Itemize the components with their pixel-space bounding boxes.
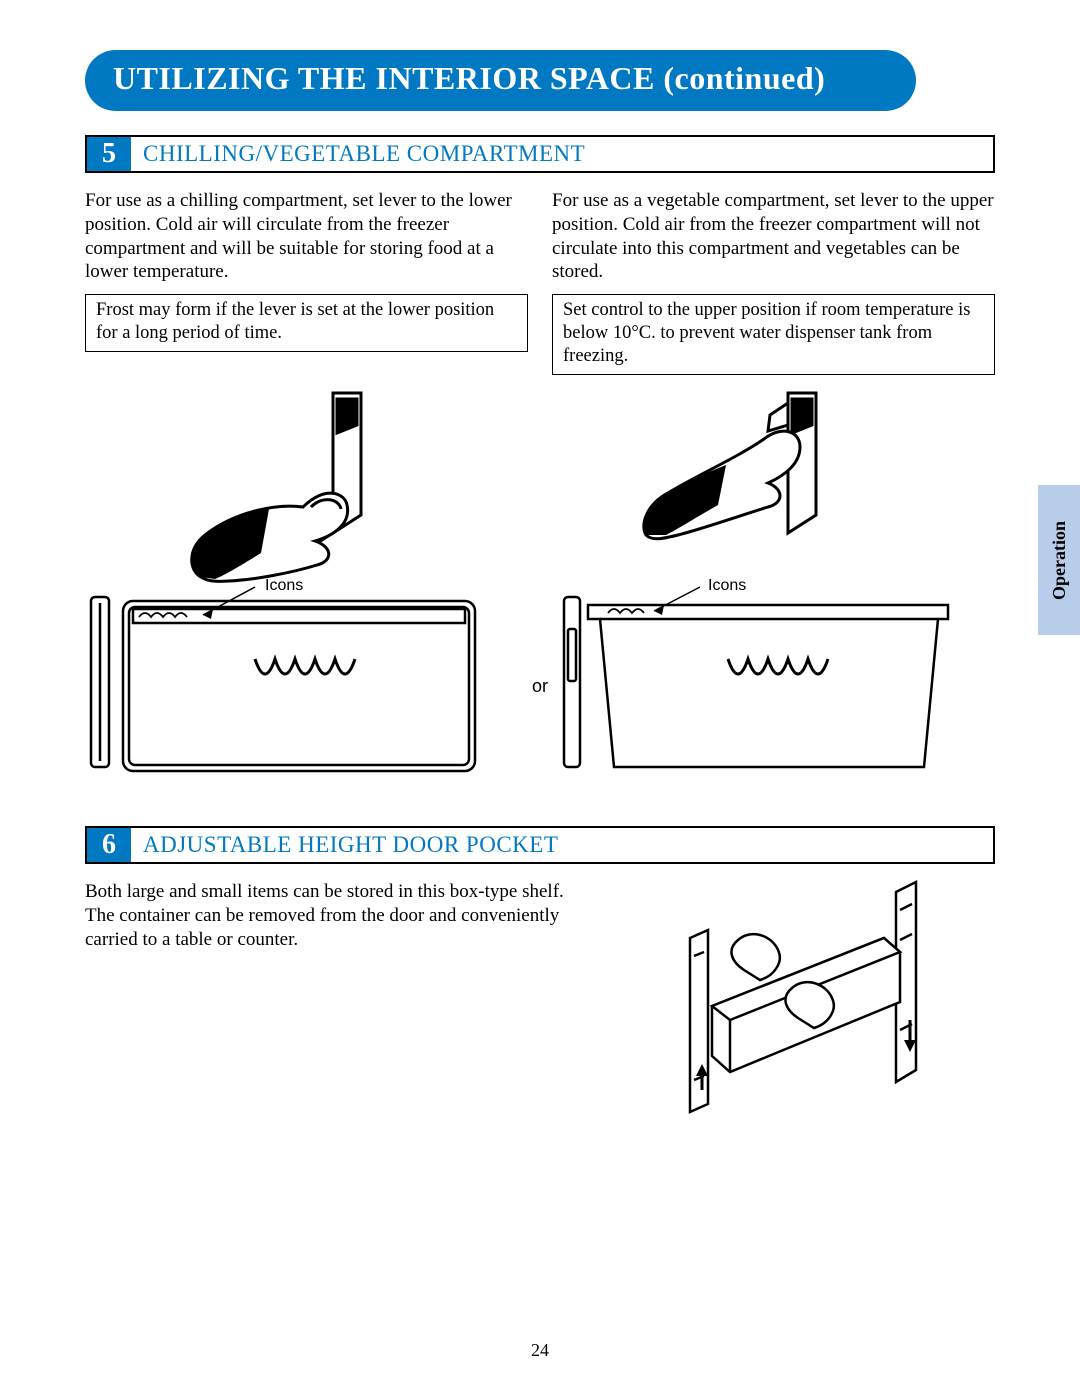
page-banner: UTILIZING THE INTERIOR SPACE (continued) <box>85 50 916 111</box>
lever-down-illustration <box>85 385 540 585</box>
section-6-header: 6 ADJUSTABLE HEIGHT DOOR POCKET <box>85 826 995 864</box>
section-5-right-note: Set control to the upper position if roo… <box>552 294 995 375</box>
side-tab-label: Operation <box>1049 521 1070 600</box>
section-5-title: CHILLING/VEGETABLE COMPARTMENT <box>131 137 597 171</box>
lever-up-illustration <box>540 385 995 585</box>
section-5-left-note: Frost may form if the lever is set at th… <box>85 294 528 352</box>
section-5-columns: For use as a chilling compartment, set l… <box>85 189 995 375</box>
section-5-left-col: For use as a chilling compartment, set l… <box>85 189 528 375</box>
section-5-left-paragraph: For use as a chilling compartment, set l… <box>85 189 528 284</box>
section-6-number: 6 <box>87 828 131 862</box>
section-5-right-paragraph: For use as a vegetable compartment, set … <box>552 189 995 284</box>
or-label: or <box>532 676 548 697</box>
section-6-paragraph: Both large and small items can be stored… <box>85 880 577 1120</box>
lever-illustration-row <box>85 385 995 585</box>
page-banner-text: UTILIZING THE INTERIOR SPACE (continued) <box>113 60 825 96</box>
section-5-number: 5 <box>87 137 131 171</box>
side-tab-operation: Operation <box>1038 485 1080 635</box>
section-5-right-col: For use as a vegetable compartment, set … <box>552 189 995 375</box>
compartment-left: Icons <box>85 579 522 794</box>
section-6-body: Both large and small items can be stored… <box>85 880 995 1120</box>
compartment-illustration-row: Icons <box>85 579 995 794</box>
page-number: 24 <box>0 1340 1080 1361</box>
icons-label-right: Icons <box>708 577 746 595</box>
icons-label-left: Icons <box>265 577 303 595</box>
section-6-title: ADJUSTABLE HEIGHT DOOR POCKET <box>131 828 570 862</box>
door-pocket-illustration <box>601 880 995 1120</box>
compartment-right: Icons <box>558 579 995 794</box>
section-5-header: 5 CHILLING/VEGETABLE COMPARTMENT <box>85 135 995 173</box>
